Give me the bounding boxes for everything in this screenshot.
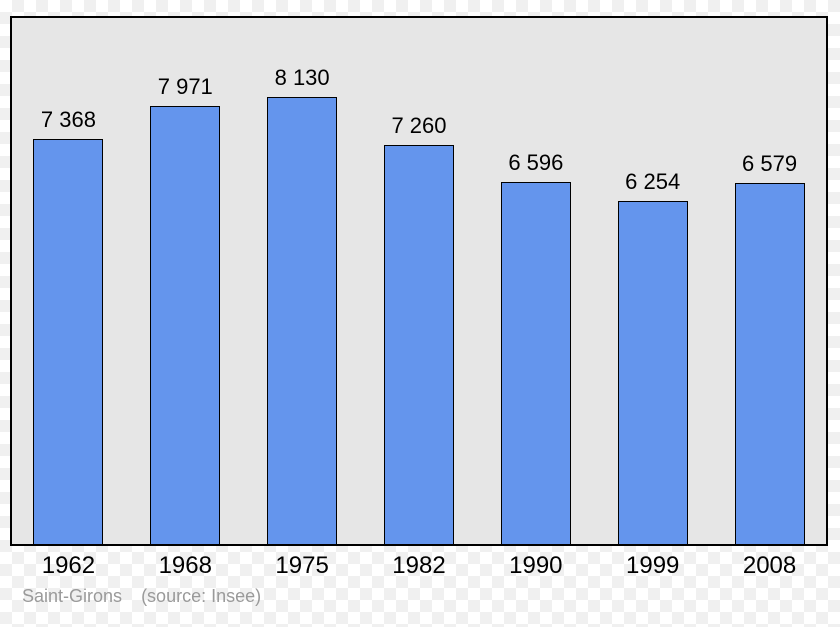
bars-layer: 7 3687 9718 1307 260 6 5966 2546 579 — [10, 16, 828, 546]
bar-value-label: 7 260 — [361, 113, 478, 139]
bar-value-label: 7 368 — [10, 107, 127, 133]
x-axis-label: 1982 — [361, 552, 478, 580]
x-axis-label: 1999 — [594, 552, 711, 580]
caption-source: (source: Insee) — [141, 586, 261, 606]
bar — [384, 145, 454, 546]
chart-canvas: 7 3687 9718 1307 260 6 5966 2546 579 1962… — [0, 0, 840, 627]
bar-value-label: 7 971 — [127, 74, 244, 100]
bar — [735, 183, 805, 546]
x-axis-labels: 1962196819751982199019992008 — [10, 552, 828, 582]
bar — [501, 182, 571, 546]
caption-location: Saint-Girons — [22, 586, 122, 606]
chart-caption: Saint-Girons (source: Insee) — [22, 586, 261, 607]
x-axis-label: 1962 — [10, 552, 127, 580]
x-axis-label: 2008 — [711, 552, 828, 580]
bar-value-label: 6 579 — [711, 151, 828, 177]
bar — [150, 106, 220, 546]
plot-area: 7 3687 9718 1307 260 6 5966 2546 579 — [10, 16, 828, 546]
bar-value-label: 8 130 — [244, 65, 361, 91]
x-axis-label: 1990 — [477, 552, 594, 580]
bar — [618, 201, 688, 546]
bar-value-label: 6 254 — [594, 169, 711, 195]
bar — [33, 139, 103, 546]
bar — [267, 97, 337, 546]
x-axis-label: 1975 — [244, 552, 361, 580]
x-axis-label: 1968 — [127, 552, 244, 580]
bar-value-label: 6 596 — [477, 150, 594, 176]
